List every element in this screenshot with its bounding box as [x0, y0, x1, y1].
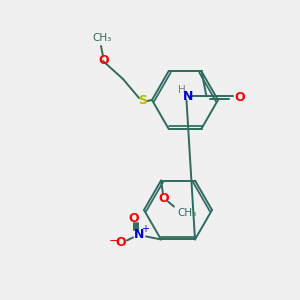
- Text: −: −: [109, 235, 119, 248]
- Text: O: O: [99, 55, 109, 68]
- Text: CH₃: CH₃: [92, 33, 112, 43]
- Text: O: O: [129, 212, 139, 225]
- Text: N: N: [134, 228, 144, 241]
- Text: O: O: [159, 192, 169, 205]
- Text: S: S: [139, 94, 148, 107]
- Text: O: O: [116, 236, 126, 249]
- Text: H: H: [178, 85, 185, 95]
- Text: CH₃: CH₃: [177, 208, 196, 218]
- Text: O: O: [234, 91, 245, 104]
- Text: +: +: [141, 224, 149, 234]
- Text: N: N: [183, 90, 194, 103]
